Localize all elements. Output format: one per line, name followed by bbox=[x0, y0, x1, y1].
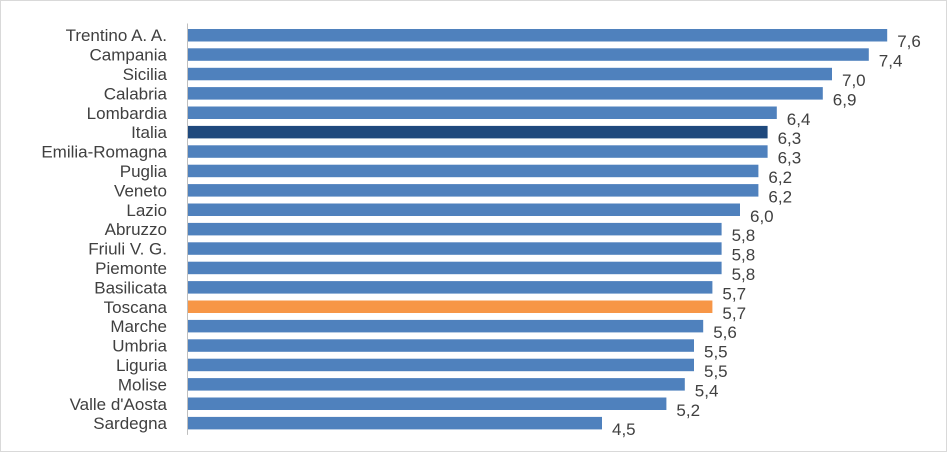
bar-lazio bbox=[188, 203, 740, 216]
category-label-campania: Campania bbox=[90, 46, 168, 65]
category-label-calabria: Calabria bbox=[104, 84, 168, 103]
value-label-lombardia: 6,4 bbox=[787, 110, 811, 129]
category-label-liguria: Liguria bbox=[116, 356, 168, 375]
value-label-umbria: 5,5 bbox=[704, 343, 728, 362]
category-label-toscana: Toscana bbox=[104, 298, 168, 317]
bar-veneto bbox=[188, 184, 759, 197]
category-label-abruzzo: Abruzzo bbox=[105, 220, 167, 239]
bar-umbria bbox=[188, 339, 694, 352]
category-label-piemonte: Piemonte bbox=[95, 259, 167, 278]
category-label-emilia-romagna: Emilia-Romagna bbox=[41, 143, 167, 162]
value-label-calabria: 6,9 bbox=[833, 90, 857, 109]
value-label-puglia: 6,2 bbox=[768, 168, 792, 187]
bar-emilia-romagna bbox=[188, 145, 768, 158]
category-label-italia: Italia bbox=[131, 123, 167, 142]
bar-campania bbox=[188, 48, 869, 61]
value-label-italia: 6,3 bbox=[778, 129, 802, 148]
category-label-valle-d-aosta: Valle d'Aosta bbox=[70, 395, 168, 414]
category-label-puglia: Puglia bbox=[120, 162, 168, 181]
bar-sardegna bbox=[188, 416, 602, 430]
category-label-trentino-a-a: Trentino A. A. bbox=[66, 26, 167, 45]
bar-lombardia bbox=[188, 106, 777, 119]
value-label-marche: 5,6 bbox=[713, 323, 737, 342]
value-labels-group: 7,67,47,06,96,46,36,36,26,26,05,85,85,85… bbox=[612, 32, 921, 439]
value-label-sardegna: 4,5 bbox=[612, 420, 636, 439]
category-label-basilicata: Basilicata bbox=[94, 278, 167, 297]
category-label-lazio: Lazio bbox=[126, 201, 167, 220]
category-label-sicilia: Sicilia bbox=[123, 65, 168, 84]
bar-molise bbox=[188, 378, 685, 391]
bar-italia bbox=[188, 125, 768, 139]
category-label-lombardia: Lombardia bbox=[87, 104, 168, 123]
value-label-emilia-romagna: 6,3 bbox=[778, 149, 802, 168]
value-label-valle-d-aosta: 5,2 bbox=[676, 401, 700, 420]
bar-marche bbox=[188, 319, 704, 333]
value-label-lazio: 6,0 bbox=[750, 207, 774, 226]
bar-friuli-v-g bbox=[188, 242, 722, 255]
bar-calabria bbox=[188, 87, 823, 100]
category-label-sardegna: Sardegna bbox=[93, 414, 167, 433]
bar-puglia bbox=[188, 164, 759, 178]
category-label-molise: Molise bbox=[118, 375, 167, 394]
value-label-abruzzo: 5,8 bbox=[732, 226, 756, 245]
bar-sicilia bbox=[188, 67, 832, 81]
category-label-friuli-v-g: Friuli V. G. bbox=[88, 240, 167, 259]
category-labels-group: Trentino A. A.CampaniaSiciliaCalabriaLom… bbox=[41, 26, 167, 433]
value-label-molise: 5,4 bbox=[695, 381, 719, 400]
value-label-basilicata: 5,7 bbox=[722, 284, 746, 303]
category-label-marche: Marche bbox=[110, 317, 167, 336]
category-label-veneto: Veneto bbox=[114, 181, 167, 200]
bar-abruzzo bbox=[188, 222, 722, 236]
bar-valle-d-aosta bbox=[188, 397, 667, 410]
value-label-campania: 7,4 bbox=[879, 52, 903, 71]
value-label-friuli-v-g: 5,8 bbox=[732, 246, 756, 265]
value-label-sicilia: 7,0 bbox=[842, 71, 866, 90]
value-label-toscana: 5,7 bbox=[722, 304, 746, 323]
bars-group bbox=[188, 29, 888, 430]
value-label-trentino-a-a: 7,6 bbox=[897, 32, 921, 51]
bar-toscana bbox=[188, 300, 713, 313]
bar-liguria bbox=[188, 358, 694, 372]
bar-trentino-a-a bbox=[188, 29, 888, 42]
value-label-veneto: 6,2 bbox=[768, 187, 792, 206]
bar-basilicata bbox=[188, 281, 713, 294]
category-label-umbria: Umbria bbox=[112, 337, 167, 356]
value-label-piemonte: 5,8 bbox=[732, 265, 756, 284]
bar-piemonte bbox=[188, 261, 722, 275]
value-label-liguria: 5,5 bbox=[704, 362, 728, 381]
